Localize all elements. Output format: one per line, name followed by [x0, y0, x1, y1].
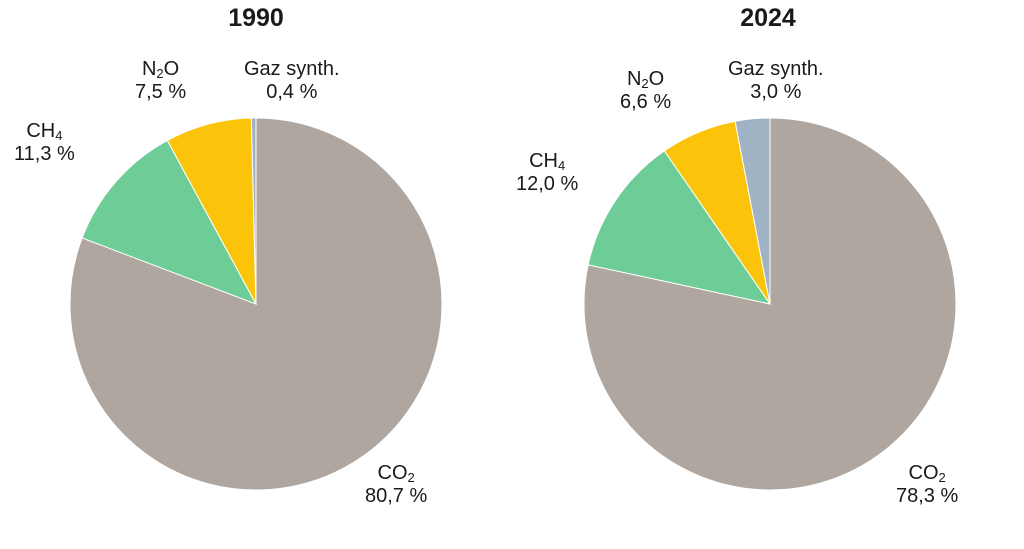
label-n2o: N2O 7,5 % — [135, 58, 187, 103]
value-n2o: 6,6 % — [620, 91, 672, 113]
label-n2o: N2O 6,6 % — [620, 68, 672, 113]
label-gaz-synth: Gaz synth. 3,0 % — [728, 58, 824, 103]
chart-title: 2024 — [740, 4, 796, 32]
slice-ch4 — [587, 150, 772, 305]
value-co2: 78,3 % — [896, 485, 959, 507]
label-co2: CO2 78,3 % — [896, 462, 959, 507]
pie-svg — [583, 117, 957, 491]
slice-gaz-synth — [250, 117, 257, 305]
pie-svg — [69, 117, 443, 491]
value-ch4: 12,0 % — [516, 173, 579, 195]
label-ch4: CH4 11,3 % — [14, 120, 75, 165]
chart-title: 1990 — [228, 4, 284, 32]
pie-chart-1990: 1990 CO2 80,7 % CH4 11,3 % N2O 7,5 % Gaz… — [14, 4, 443, 507]
slice-gaz-synth — [734, 117, 771, 305]
value-gaz-synth: 3,0 % — [750, 81, 802, 103]
label-co2: CO2 80,7 % — [365, 462, 428, 507]
value-n2o: 7,5 % — [135, 81, 187, 103]
pie-chart-2024: 2024 CO2 78,3 % CH4 12,0 % N2O 6,6 % Gaz… — [512, 0, 1024, 549]
value-ch4: 11,3 % — [14, 143, 75, 165]
label-gaz-synth: Gaz synth. 0,4 % — [244, 58, 340, 103]
slice-ch4 — [81, 139, 258, 305]
label-ch4: CH4 12,0 % — [516, 150, 579, 195]
value-co2: 80,7 % — [365, 485, 428, 507]
value-gaz-synth: 0,4 % — [266, 81, 318, 103]
